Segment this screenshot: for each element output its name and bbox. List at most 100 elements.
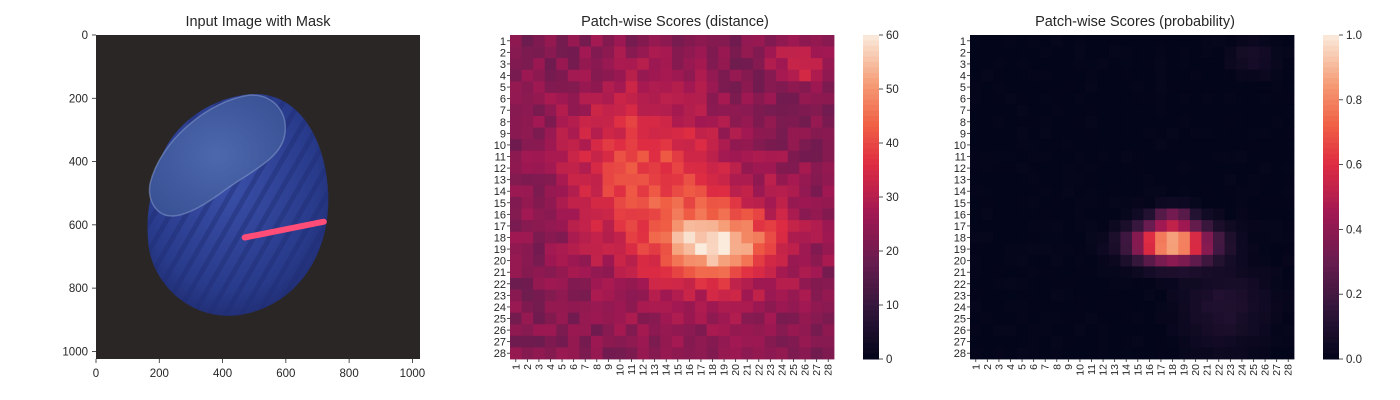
heatmap-cell: [970, 127, 982, 140]
heatmap-cell: [544, 278, 557, 290]
heatmap-cell: [1132, 69, 1144, 82]
distance-heatmap-cells: [510, 35, 835, 360]
colorbar-segment: [1323, 45, 1339, 52]
heatmap-cell: [660, 301, 673, 314]
heatmap-cell: [1247, 197, 1260, 209]
heatmap-cell: [1189, 127, 1202, 140]
heatmap-cell: [567, 231, 580, 244]
x-tick-label: 26: [800, 364, 812, 376]
heatmap-cell: [706, 243, 719, 256]
colorbar-tick-label: 0.4: [1346, 224, 1363, 236]
heatmap-cell: [1004, 312, 1017, 325]
heatmap-cell: [533, 289, 546, 302]
heatmap-cell: [1236, 208, 1249, 221]
colorbar-tick-label: 0.2: [1346, 289, 1362, 301]
heatmap-cell: [602, 266, 615, 279]
heatmap-cell: [625, 35, 638, 47]
heatmap-cell: [810, 347, 823, 360]
colorbar-segment: [863, 229, 879, 236]
heatmap-cell: [1189, 173, 1202, 186]
heatmap-cell: [1143, 173, 1156, 186]
heatmap-cell: [1236, 243, 1249, 256]
heatmap-cell: [1085, 324, 1098, 337]
heatmap-cell: [683, 150, 696, 163]
colorbar-segment: [863, 299, 879, 306]
colorbar-segment: [863, 207, 879, 214]
heatmap-cell: [1039, 278, 1052, 290]
heatmap-cell: [579, 208, 592, 221]
heatmap-cell: [799, 335, 812, 348]
heatmap-cell: [706, 185, 719, 198]
heatmap-cell: [776, 243, 789, 256]
heatmap-cell: [1027, 231, 1040, 244]
heatmap-cell: [625, 347, 638, 360]
heatmap-cell: [1097, 324, 1110, 337]
heatmap-cell: [1247, 104, 1260, 117]
heatmap-cell: [683, 220, 696, 233]
heatmap-cell: [648, 266, 661, 279]
heatmap-cell: [787, 335, 800, 348]
x-tick-label: 11: [626, 364, 638, 375]
colorbar-segment: [1323, 321, 1339, 328]
heatmap-cell: [1085, 58, 1098, 71]
heatmap-cell: [1247, 335, 1260, 348]
heatmap-cell: [1039, 254, 1052, 267]
heatmap-cell: [776, 173, 789, 186]
heatmap-cell: [556, 92, 569, 105]
heatmap-cell: [764, 220, 777, 233]
heatmap-cell: [1074, 116, 1087, 128]
heatmap-cell: [776, 312, 789, 325]
heatmap-cell: [1108, 35, 1121, 47]
heatmap-cell: [822, 162, 835, 175]
heatmap-cell: [567, 324, 580, 337]
heatmap-cell: [1201, 289, 1214, 302]
heatmap-cell: [683, 69, 696, 82]
heatmap-cell: [1282, 46, 1295, 59]
heatmap-cell: [787, 150, 800, 163]
heatmap-cell: [637, 116, 650, 128]
heatmap-cell: [1062, 278, 1075, 290]
heatmap-cell: [567, 150, 580, 163]
colorbar-segment: [1323, 353, 1339, 360]
heatmap-cell: [567, 104, 580, 117]
heatmap-cell: [521, 289, 534, 302]
heatmap-cell: [695, 104, 708, 117]
heatmap-cell: [1143, 324, 1156, 337]
heatmap-cell: [1201, 92, 1214, 105]
heatmap-cell: [672, 312, 684, 325]
heatmap-cell: [1097, 46, 1110, 59]
heatmap-cell: [637, 335, 650, 348]
x-tick-label: 19: [719, 364, 731, 376]
heatmap-cell: [718, 46, 731, 59]
heatmap-cell: [810, 324, 823, 337]
heatmap-cell: [672, 127, 684, 140]
heatmap-cell: [1213, 173, 1225, 186]
heatmap-cell: [706, 312, 719, 325]
y-tick-label: 0: [82, 30, 88, 42]
heatmap-cell: [1143, 266, 1156, 279]
heatmap-cell: [660, 104, 673, 117]
heatmap-cell: [1224, 104, 1237, 117]
colorbar-segment: [1323, 180, 1339, 187]
y-tick-label: 3: [960, 59, 966, 71]
heatmap-cell: [1039, 312, 1052, 325]
heatmap-cell: [1166, 243, 1179, 256]
heatmap-cell: [1051, 254, 1063, 267]
colorbar-segment: [1323, 105, 1339, 112]
heatmap-cell: [1201, 243, 1214, 256]
x-tick-label: 16: [1144, 364, 1156, 376]
heatmap-cell: [510, 69, 522, 82]
heatmap-cell: [1155, 185, 1168, 198]
heatmap-cell: [822, 347, 835, 360]
heatmap-cell: [810, 116, 823, 128]
heatmap-cell: [1097, 266, 1110, 279]
heatmap-cell: [753, 243, 765, 256]
x-tick-label: 19: [1179, 364, 1191, 376]
heatmap-cell: [533, 173, 546, 186]
heatmap-cell: [695, 254, 708, 267]
heatmap-cell: [1051, 58, 1063, 71]
heatmap-cell: [672, 208, 684, 221]
heatmap-cell: [579, 220, 592, 233]
heatmap-cell: [1178, 243, 1191, 256]
heatmap-cell: [810, 289, 823, 302]
